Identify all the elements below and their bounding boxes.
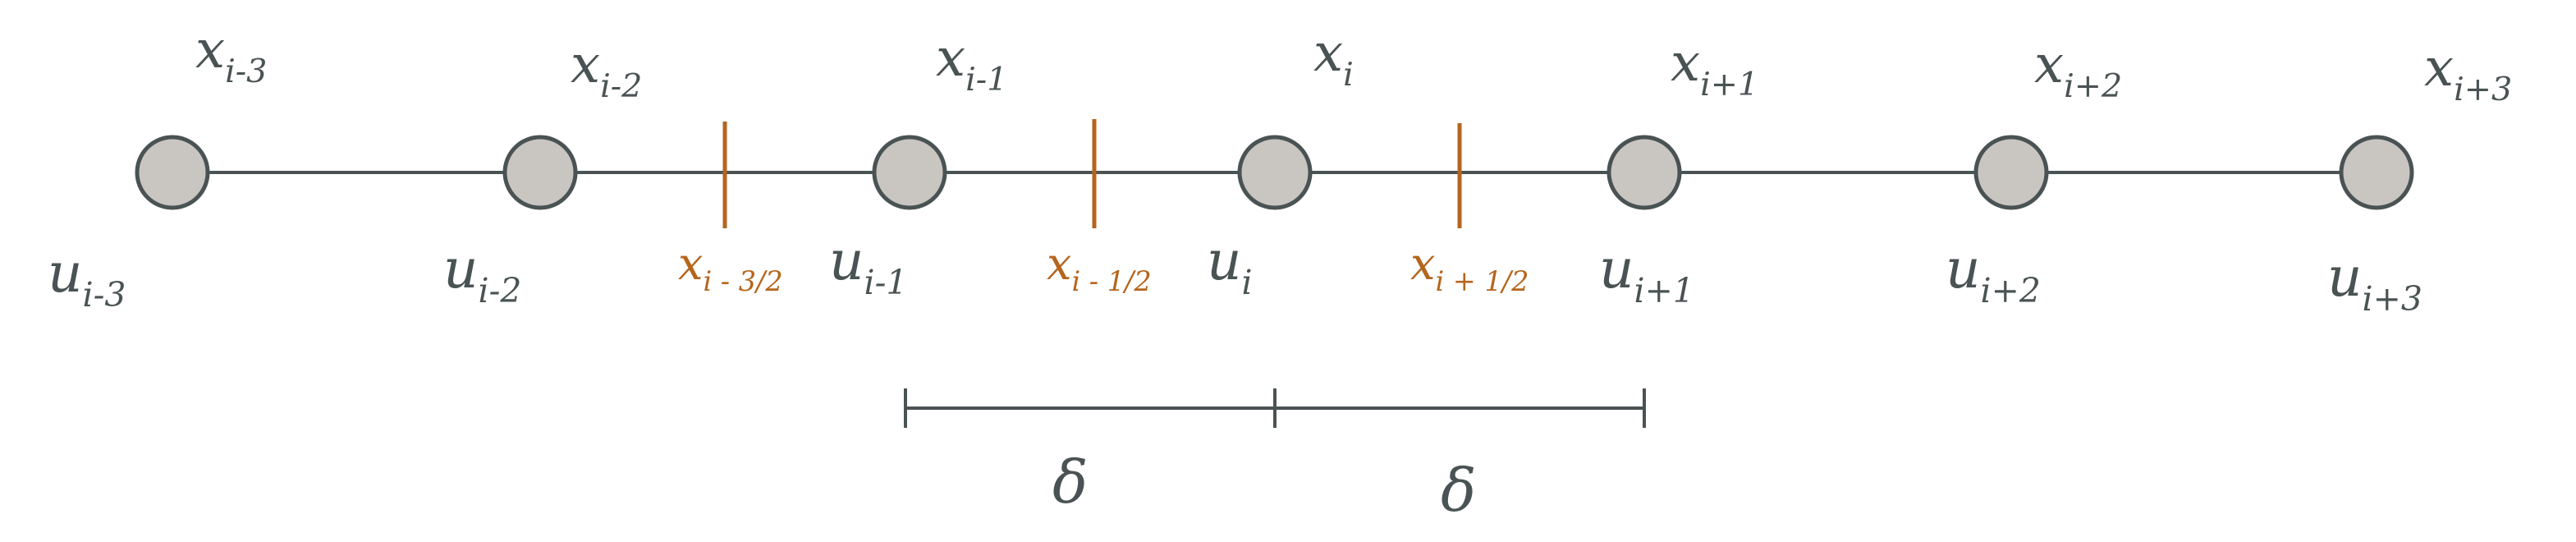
- node-u-label: ui+3: [2327, 246, 2422, 319]
- spacing-dimension: [904, 388, 1646, 428]
- grid-node-i+1: [1607, 135, 1682, 210]
- node-x-label: xi+3: [2424, 38, 2512, 108]
- face-label: xi - 3/2: [678, 238, 783, 297]
- node-u-label: ui-1: [829, 229, 907, 302]
- grid-nodes: [135, 135, 2414, 210]
- node-u-label: ui+1: [1599, 237, 1694, 310]
- spacing-label: δ: [1052, 448, 1088, 517]
- node-x-label: xi-3: [195, 20, 267, 90]
- node-x-label: xi-2: [571, 34, 642, 105]
- grid-node-i+2: [1973, 135, 2049, 210]
- face-label: xi - 1/2: [1047, 238, 1152, 297]
- grid-node-i-1: [872, 135, 947, 210]
- node-x-label: xi-1: [936, 28, 1007, 99]
- grid-node-i: [1237, 135, 1313, 210]
- node-x-label: xi+1: [1671, 33, 1758, 103]
- grid-node-i+3: [2339, 135, 2414, 210]
- node-u-label: ui-3: [48, 241, 126, 315]
- spacing-label: δ: [1441, 456, 1476, 525]
- node-x-label: xi: [1313, 23, 1354, 94]
- node-u-label: ui: [1207, 229, 1253, 302]
- face-label: xi + 1/2: [1410, 238, 1529, 297]
- node-x-label: xi+2: [2034, 34, 2122, 105]
- grid-node-i-2: [502, 135, 578, 210]
- node-u-label: ui+2: [1946, 237, 2041, 310]
- grid-node-i-3: [135, 135, 210, 210]
- node-u-label: ui-2: [443, 237, 521, 310]
